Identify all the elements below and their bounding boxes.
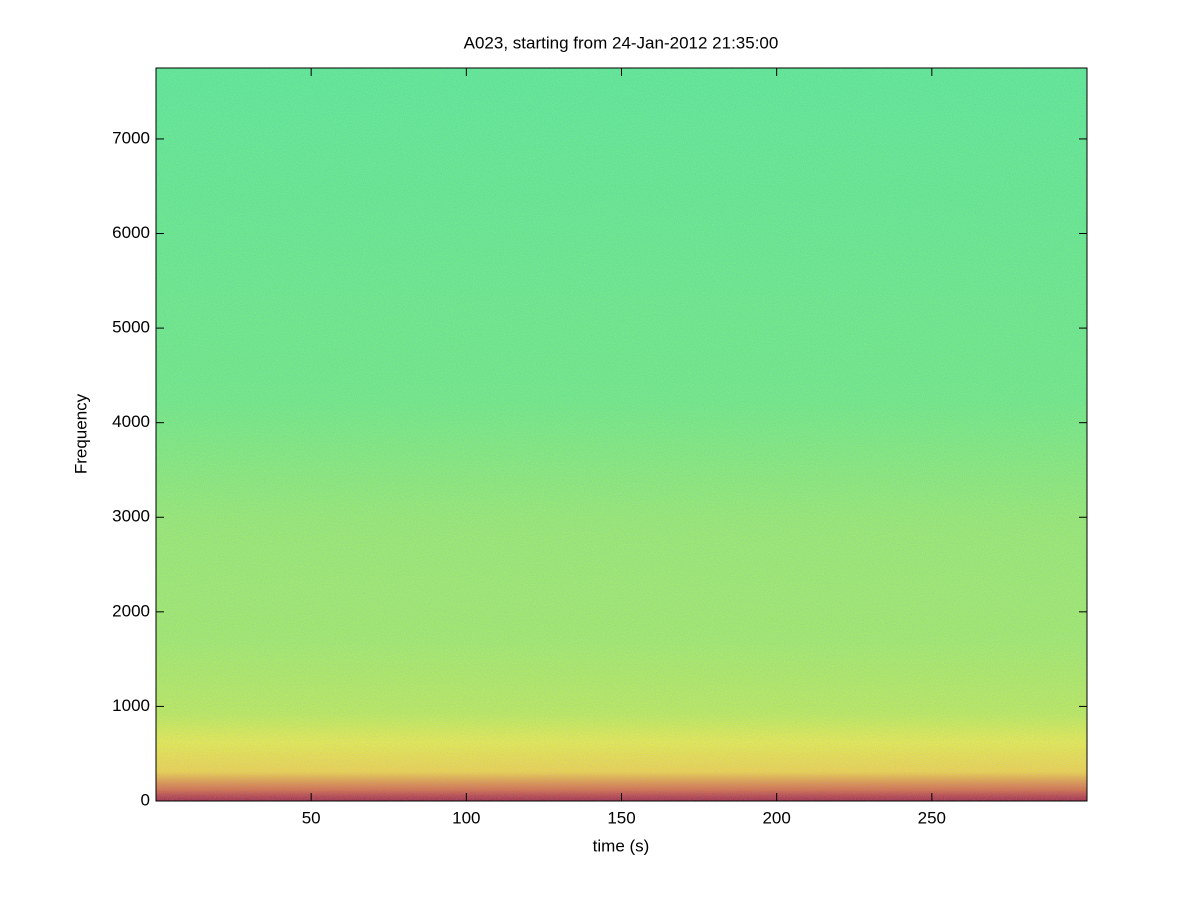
x-tick-label: 150 [607, 808, 635, 827]
y-axis-label: Frequency [71, 393, 90, 474]
x-tick-label: 50 [302, 808, 321, 827]
x-tick-label: 100 [452, 808, 480, 827]
y-tick-label: 0 [141, 790, 150, 809]
x-tick-label: 250 [918, 808, 946, 827]
y-tick-label: 4000 [112, 412, 150, 431]
x-axis-label: time (s) [593, 836, 650, 855]
chart-title: A023, starting from 24-Jan-2012 21:35:00 [464, 33, 779, 52]
y-tick-label: 5000 [112, 318, 150, 337]
y-tick-label: 2000 [112, 601, 150, 620]
y-tick-label: 1000 [112, 696, 150, 715]
y-tick-label: 7000 [112, 128, 150, 147]
y-tick-label: 3000 [112, 507, 150, 526]
y-tick-label: 6000 [112, 223, 150, 242]
spectrogram-image [156, 68, 1087, 801]
x-tick-label: 200 [762, 808, 790, 827]
